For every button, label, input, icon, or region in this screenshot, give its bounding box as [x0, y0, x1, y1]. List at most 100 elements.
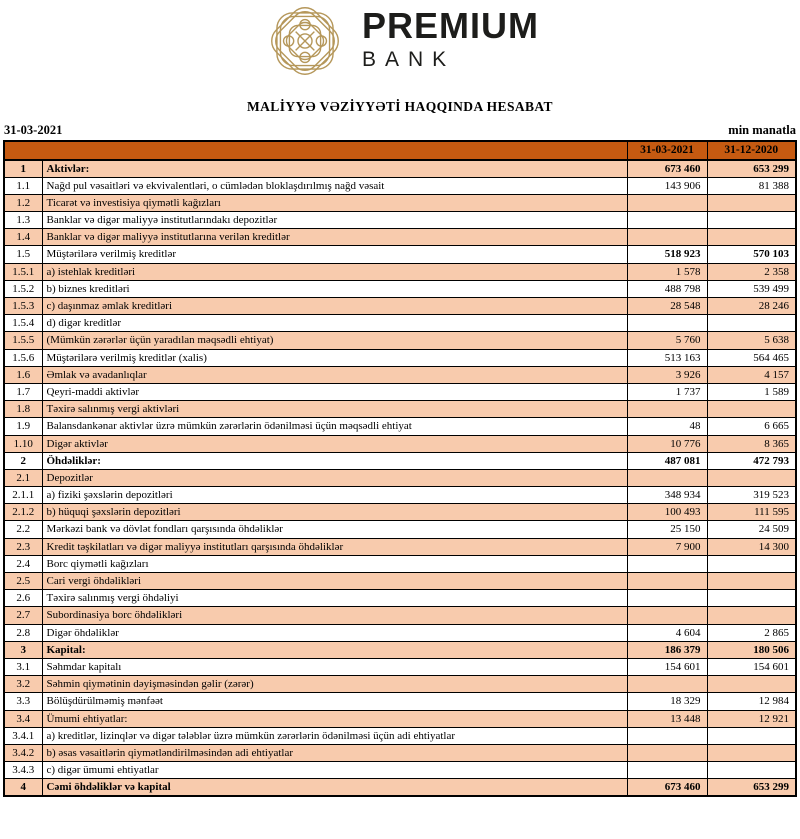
table-row: 1.6 Əmlak və avadanlıqlar 3 926 4 157 [3, 365, 797, 384]
row-value-previous: 5 638 [706, 331, 797, 350]
row-label: a) fiziki şəxslərin depozitləri [41, 486, 628, 505]
row-value-previous: 472 793 [706, 451, 797, 470]
row-value-current: 7 900 [626, 537, 708, 556]
table-header: 31-03-2021 31-12-2020 [3, 140, 797, 161]
row-num: 2.6 [3, 589, 43, 608]
row-value-previous [706, 571, 797, 591]
row-value-current [626, 554, 708, 574]
table-row: 3.4.2 b) əsas vəsaitlərin qiymətləndiril… [3, 743, 797, 763]
row-num: 2.1.1 [3, 486, 43, 505]
header-current-period: 31-03-2021 [626, 140, 708, 161]
header-previous-period: 31-12-2020 [706, 140, 797, 161]
row-value-current: 1 737 [626, 382, 708, 402]
table-row: 2.5 Cari vergi öhdəlikləri [3, 571, 797, 591]
row-value-previous: 4 157 [706, 365, 797, 384]
row-num: 2.7 [3, 606, 43, 625]
row-value-current [626, 743, 708, 763]
row-value-current: 4 604 [626, 623, 708, 642]
row-value-previous [706, 589, 797, 608]
table-row: 1.3 Banklar və digər maliyyə institutlar… [3, 211, 797, 230]
row-value-current [626, 314, 708, 333]
table-row: 1.5 Müştərilərə verilmiş kreditlər 518 9… [3, 245, 797, 264]
row-label: Müştərilərə verilmiş kreditlər [41, 245, 628, 264]
table-row: 3.2 Səhmin qiymətinin dəyişməsindən gəli… [3, 675, 797, 694]
row-num: 1.5.5 [3, 331, 43, 350]
row-value-current: 1 578 [626, 262, 708, 281]
row-value-previous [706, 211, 797, 230]
report-page: PREMIUM BANK MALİYYƏ VƏZİYYƏTİ HAQQINDA … [3, 0, 797, 797]
row-label: Mərkəzi bank və dövlət fondları qarşısın… [41, 520, 628, 539]
row-value-previous: 111 595 [706, 503, 797, 522]
row-num: 1.7 [3, 382, 43, 402]
row-num: 3.3 [3, 692, 43, 711]
row-label: Səhmdar kapitalı [41, 657, 628, 677]
row-value-previous: 6 665 [706, 417, 797, 436]
brand-subname: BANK [362, 48, 456, 71]
row-value-current [626, 675, 708, 694]
row-value-previous: 2 358 [706, 262, 797, 281]
row-value-current: 673 460 [626, 159, 708, 178]
row-value-current: 487 081 [626, 451, 708, 470]
row-value-current: 10 776 [626, 434, 708, 453]
row-value-current: 18 329 [626, 692, 708, 711]
row-value-current [626, 606, 708, 625]
row-num: 3.2 [3, 675, 43, 694]
row-label: Banklar və digər maliyyə institutlarında… [41, 211, 628, 230]
row-label: Öhdəliklər: [41, 451, 628, 470]
row-num: 2.2 [3, 520, 43, 539]
row-value-current: 673 460 [626, 778, 708, 797]
bank-logo: PREMIUM BANK [3, 0, 797, 82]
table-row: 3 Kapital: 186 379 180 506 [3, 640, 797, 659]
row-value-current [626, 468, 708, 488]
row-num: 2.3 [3, 537, 43, 556]
row-num: 2.1 [3, 468, 43, 488]
row-label: Digər öhdəliklər [41, 623, 628, 642]
table-row: 1.7 Qeyri-maddi aktivlər 1 737 1 589 [3, 382, 797, 402]
row-value-previous: 14 300 [706, 537, 797, 556]
row-value-current: 100 493 [626, 503, 708, 522]
row-label: Nağd pul vəsaitləri və ekvivalentləri, o… [41, 176, 628, 195]
row-value-previous [706, 554, 797, 574]
row-value-previous: 319 523 [706, 486, 797, 505]
row-label: Cəmi öhdəliklər və kapital [41, 778, 628, 797]
row-value-previous: 8 365 [706, 434, 797, 453]
row-value-previous: 154 601 [706, 657, 797, 677]
row-label: Səhmin qiymətinin dəyişməsindən gəlir (z… [41, 675, 628, 694]
table-header-row: 31-03-2021 31-12-2020 [3, 140, 797, 161]
table-row: 2 Öhdəliklər: 487 081 472 793 [3, 451, 797, 470]
row-label: b) əsas vəsaitlərin qiymətləndirilməsind… [41, 743, 628, 763]
row-value-current: 518 923 [626, 245, 708, 264]
row-num: 2.4 [3, 554, 43, 574]
row-value-current: 5 760 [626, 331, 708, 350]
row-label: Cari vergi öhdəlikləri [41, 571, 628, 591]
report-date: 31-03-2021 [4, 123, 63, 137]
header-empty-cell [3, 140, 628, 161]
row-label: a) istehlak kreditləri [41, 262, 628, 281]
row-label: Digər aktivlər [41, 434, 628, 453]
row-num: 2.1.2 [3, 503, 43, 522]
row-value-current [626, 228, 708, 247]
row-label: Banklar və digər maliyyə institutlarına … [41, 228, 628, 247]
row-label: Qeyri-maddi aktivlər [41, 382, 628, 402]
table-row: 1.5.6 Müştərilərə verilmiş kreditlər (xa… [3, 348, 797, 367]
row-num: 1.1 [3, 176, 43, 195]
row-label: Kredit təşkilatları və digər maliyyə ins… [41, 537, 628, 556]
row-value-current: 28 548 [626, 296, 708, 316]
row-label: Bölüşdürülməmiş mənfəət [41, 692, 628, 711]
row-value-previous: 570 103 [706, 245, 797, 264]
row-value-previous [706, 314, 797, 333]
row-num: 1.5.1 [3, 262, 43, 281]
row-value-current [626, 589, 708, 608]
row-value-previous [706, 606, 797, 625]
table-row: 1.5.2 b) biznes kreditləri 488 798 539 4… [3, 279, 797, 299]
row-num: 3.4.2 [3, 743, 43, 763]
bank-emblem-icon [271, 7, 339, 75]
row-value-previous: 1 589 [706, 382, 797, 402]
row-num: 3.4.1 [3, 726, 43, 745]
row-value-current: 488 798 [626, 279, 708, 299]
row-label: Təxirə salınmış vergi aktivləri [41, 400, 628, 419]
row-value-current [626, 726, 708, 745]
row-label: c) digər ümumi ehtiyatlar [41, 761, 628, 780]
row-num: 1.2 [3, 193, 43, 213]
table-row: 1.2 Ticarət və investisiya qiymətli kağı… [3, 193, 797, 213]
